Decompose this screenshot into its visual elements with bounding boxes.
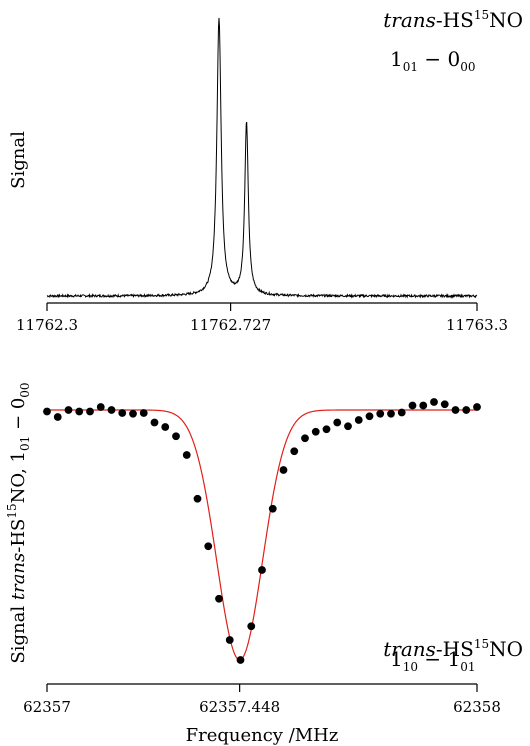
data-point	[408, 401, 417, 410]
bottom-x-tick-label: 62357.448	[199, 698, 280, 716]
data-point	[225, 636, 234, 644]
bottom-x-axis-label: Frequency /MHz	[186, 725, 339, 746]
data-point	[290, 447, 299, 456]
data-point	[86, 407, 94, 416]
data-point	[397, 408, 406, 417]
data-point	[301, 434, 309, 443]
top-transition-annotation: 101 − 000	[390, 47, 476, 74]
data-point	[462, 406, 471, 414]
data-point	[129, 409, 137, 418]
data-point	[365, 412, 374, 421]
data-point	[75, 407, 84, 416]
top-species-annotation: trans-HS15NO	[383, 8, 523, 32]
data-point	[344, 422, 352, 431]
data-point	[354, 416, 363, 424]
data-point	[387, 409, 395, 418]
bottom-species-annotation: trans-HS15NO	[383, 637, 523, 661]
data-point	[311, 427, 320, 436]
data-point	[451, 406, 460, 414]
data-point	[96, 403, 105, 411]
data-point	[139, 409, 148, 417]
data-point	[53, 413, 62, 421]
top-x-tick-label: 11762.727	[190, 316, 271, 334]
data-point	[204, 542, 213, 551]
data-point	[247, 622, 256, 631]
bottom-y-axis-label: Signal trans-HS15NO, 101 − 000	[5, 382, 32, 663]
data-point	[279, 466, 288, 474]
data-point	[215, 594, 223, 603]
data-point	[322, 425, 331, 434]
data-point	[236, 656, 245, 664]
data-point	[107, 406, 116, 414]
data-point	[150, 418, 159, 427]
bottom-panel: Signal trans-HS15NO, 101 − 000 62357 6235…	[5, 382, 523, 746]
data-point	[333, 418, 342, 427]
top-x-tick-label: 11763.3	[446, 316, 508, 334]
top-panel: Signal 11762.3 11762.727 11763.3 trans-HS1…	[8, 8, 523, 334]
data-point	[161, 423, 170, 431]
bottom-x-tick-label: 62358	[453, 698, 501, 716]
data-points	[43, 398, 481, 664]
fit-curve-line	[47, 409, 477, 661]
data-point	[440, 400, 449, 409]
data-point	[258, 566, 266, 574]
data-point	[419, 401, 428, 410]
bottom-x-tick-label: 62357	[23, 698, 71, 716]
data-point	[43, 407, 51, 416]
data-point	[473, 403, 481, 411]
top-x-tick-label: 11762.3	[16, 316, 78, 334]
top-spectrum-line	[46, 17, 478, 299]
top-y-axis-label: Signal	[8, 131, 29, 189]
data-point	[268, 504, 277, 513]
bottom-transition-text: 110 − 101	[390, 647, 476, 674]
bottom-x-ticks: 62357 62357.448 62358	[23, 684, 501, 716]
data-point	[182, 451, 191, 459]
data-point	[64, 406, 73, 414]
data-point	[118, 409, 127, 417]
data-point	[430, 398, 438, 406]
data-point	[172, 432, 180, 441]
data-point	[376, 409, 385, 418]
data-point	[193, 494, 202, 503]
top-x-ticks: 11762.3 11762.727 11763.3	[16, 303, 508, 334]
